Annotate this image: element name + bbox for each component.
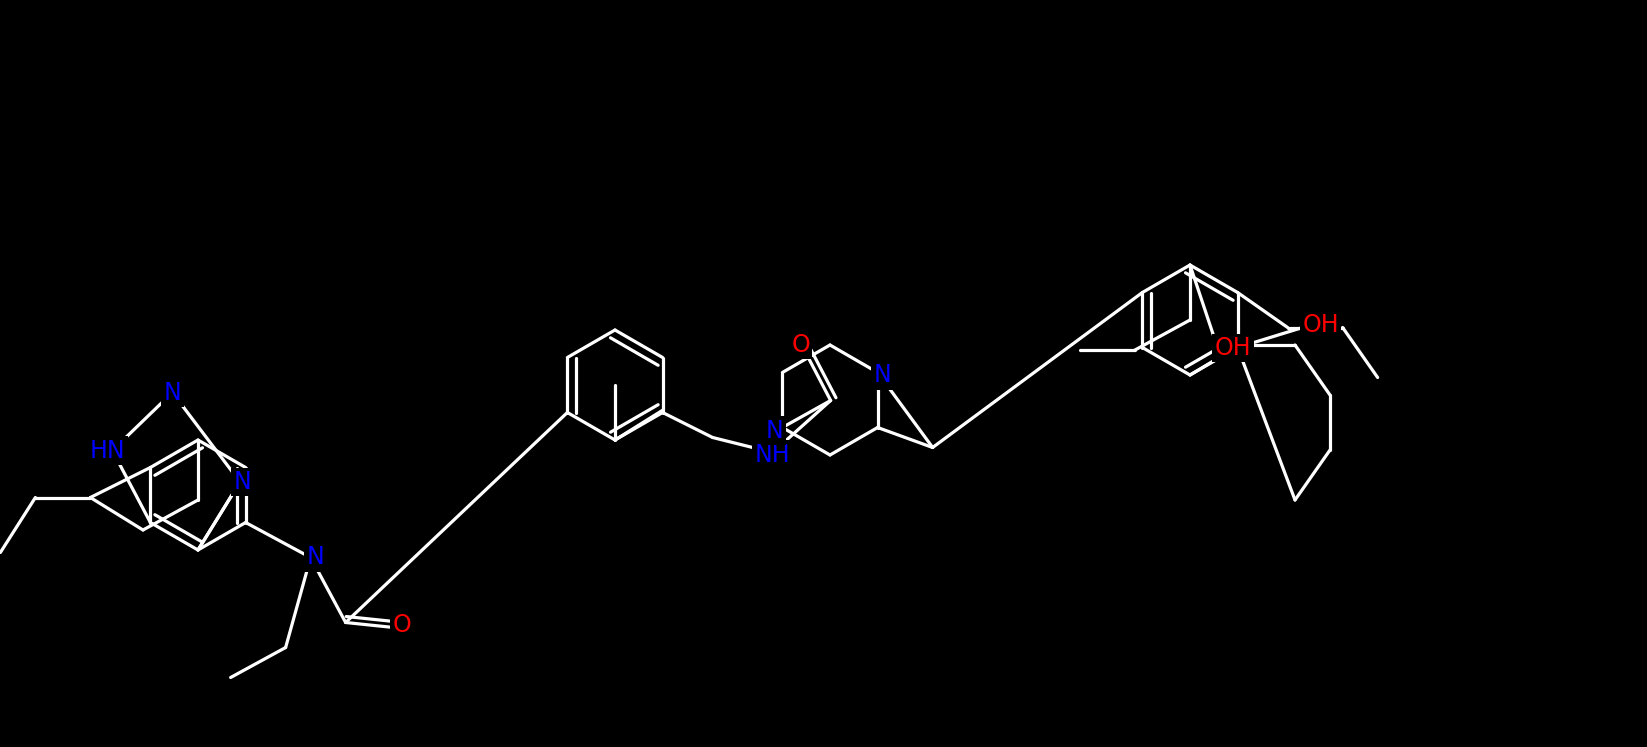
Text: NH: NH	[754, 442, 791, 466]
Text: N: N	[163, 380, 181, 404]
Text: OH: OH	[1215, 336, 1252, 360]
Text: O: O	[791, 332, 810, 356]
Text: HN: HN	[89, 438, 125, 462]
Text: N: N	[766, 418, 784, 442]
Text: N: N	[875, 364, 891, 388]
Text: O: O	[392, 613, 412, 637]
Text: OH: OH	[1303, 312, 1339, 336]
Text: N: N	[306, 545, 324, 569]
Text: N: N	[234, 470, 250, 494]
